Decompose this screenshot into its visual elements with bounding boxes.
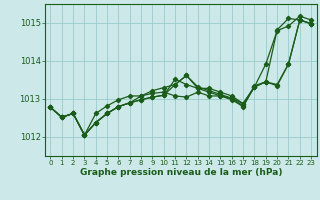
X-axis label: Graphe pression niveau de la mer (hPa): Graphe pression niveau de la mer (hPa): [80, 168, 282, 177]
